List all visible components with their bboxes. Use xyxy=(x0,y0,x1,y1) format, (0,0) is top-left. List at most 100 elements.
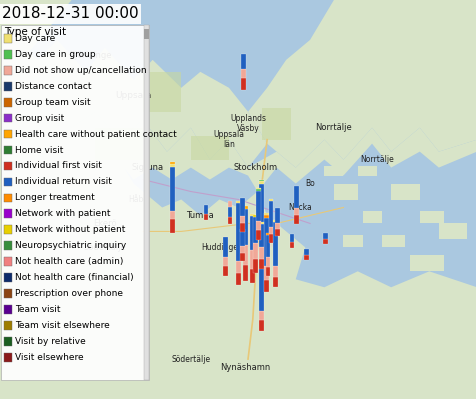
Bar xyxy=(236,201,240,203)
Bar xyxy=(322,233,327,239)
Bar xyxy=(243,206,248,209)
Text: Not health care (financial): Not health care (financial) xyxy=(15,273,134,282)
Text: Södertälje: Södertälje xyxy=(83,243,126,252)
Text: Neuropsychiatric inquiry: Neuropsychiatric inquiry xyxy=(15,241,126,250)
Bar xyxy=(4,146,12,154)
Bar xyxy=(258,224,263,247)
Bar xyxy=(239,216,244,223)
Polygon shape xyxy=(257,144,476,287)
Bar xyxy=(390,184,419,200)
Text: Individual first visit: Individual first visit xyxy=(15,162,102,170)
Text: Home visit: Home visit xyxy=(15,146,63,154)
Bar xyxy=(324,166,343,176)
Bar xyxy=(243,265,248,281)
Bar xyxy=(4,178,12,186)
Bar xyxy=(256,230,260,240)
Bar xyxy=(333,184,357,200)
Bar xyxy=(170,211,175,219)
Bar xyxy=(419,211,443,223)
Text: Tumba: Tumba xyxy=(186,211,214,220)
Bar xyxy=(240,78,245,90)
Bar xyxy=(4,130,12,138)
Bar xyxy=(4,34,12,43)
Bar xyxy=(263,280,268,292)
Bar xyxy=(275,229,279,236)
Bar xyxy=(294,215,298,224)
Bar xyxy=(263,213,268,215)
Bar xyxy=(250,250,255,269)
Text: Norrtälje: Norrtälje xyxy=(315,123,352,132)
Bar xyxy=(143,72,181,112)
Text: Day care: Day care xyxy=(15,34,55,43)
Bar xyxy=(294,186,298,208)
Bar xyxy=(268,201,273,227)
Text: Visit elsewhere: Visit elsewhere xyxy=(15,353,84,362)
Bar xyxy=(250,269,255,283)
Bar xyxy=(239,223,244,232)
Bar xyxy=(203,205,208,214)
Bar xyxy=(4,257,12,266)
Bar xyxy=(239,198,244,216)
Bar xyxy=(252,243,257,259)
Polygon shape xyxy=(0,32,267,168)
Bar xyxy=(343,235,362,247)
Bar xyxy=(263,218,268,266)
Bar xyxy=(258,259,263,269)
Text: Nynäshamn: Nynäshamn xyxy=(220,363,270,371)
Bar xyxy=(170,162,175,164)
Text: Type of visit: Type of visit xyxy=(4,27,66,37)
Bar xyxy=(4,98,12,107)
Bar xyxy=(265,257,270,267)
Bar xyxy=(252,217,257,243)
Bar xyxy=(243,209,248,245)
Text: Björklinge: Björklinge xyxy=(69,51,112,60)
Bar xyxy=(190,136,228,160)
Bar xyxy=(258,222,263,224)
Text: Day care in group: Day care in group xyxy=(15,50,96,59)
Bar xyxy=(236,203,240,261)
Bar xyxy=(250,216,255,250)
Bar xyxy=(303,255,308,260)
Bar xyxy=(303,249,308,255)
Bar xyxy=(236,273,240,285)
Text: Norrtälje: Norrtälje xyxy=(359,155,393,164)
Bar xyxy=(236,261,240,273)
Bar xyxy=(268,227,273,234)
Text: Team visit: Team visit xyxy=(15,305,60,314)
Bar xyxy=(265,235,270,257)
Text: Visit by relative: Visit by relative xyxy=(15,337,86,346)
Bar xyxy=(170,167,175,211)
Bar xyxy=(273,222,278,266)
Bar xyxy=(258,311,263,320)
Bar xyxy=(268,199,273,201)
Text: Ekerö: Ekerö xyxy=(93,219,117,228)
Bar xyxy=(4,321,12,330)
Text: Huddinge: Huddinge xyxy=(200,243,238,252)
Text: Not health care (admin): Not health care (admin) xyxy=(15,257,123,266)
Bar xyxy=(4,162,12,170)
Bar xyxy=(258,181,263,184)
Bar xyxy=(222,257,227,266)
Bar xyxy=(4,337,12,346)
Bar xyxy=(4,305,12,314)
Bar xyxy=(1,25,149,380)
Bar xyxy=(4,225,12,234)
Bar xyxy=(4,66,12,75)
Text: Distance contact: Distance contact xyxy=(15,82,91,91)
Bar xyxy=(4,241,12,250)
Text: Södertälje: Södertälje xyxy=(171,355,210,363)
Bar xyxy=(252,215,257,217)
Bar xyxy=(170,219,175,233)
Bar xyxy=(265,233,270,235)
Bar xyxy=(256,189,260,191)
Bar xyxy=(256,188,260,189)
Bar xyxy=(4,50,12,59)
Text: Individual return visit: Individual return visit xyxy=(15,178,112,186)
Bar xyxy=(262,108,290,140)
Text: Nacka: Nacka xyxy=(288,203,312,212)
Bar xyxy=(256,191,260,221)
Bar xyxy=(239,229,244,246)
Text: Stockholm: Stockholm xyxy=(233,163,277,172)
Bar xyxy=(238,223,276,247)
Text: Network with patient: Network with patient xyxy=(15,209,110,218)
